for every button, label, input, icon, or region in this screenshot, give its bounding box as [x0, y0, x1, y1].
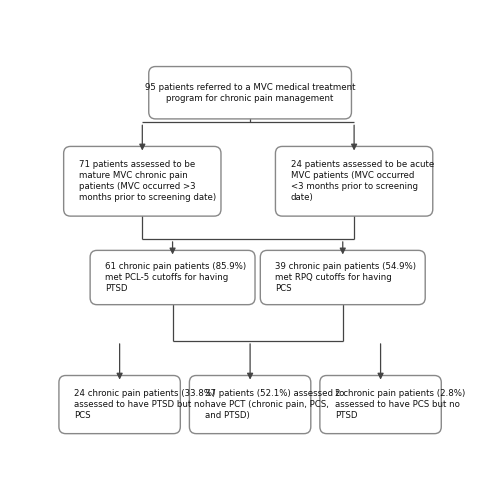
- FancyBboxPatch shape: [149, 66, 351, 119]
- FancyBboxPatch shape: [320, 376, 441, 434]
- Text: 61 chronic pain patients (85.9%)
met PCL-5 cutoffs for having
PTSD: 61 chronic pain patients (85.9%) met PCL…: [105, 262, 246, 293]
- FancyBboxPatch shape: [63, 146, 221, 216]
- FancyBboxPatch shape: [59, 376, 181, 434]
- Text: 37 patients (52.1%) assessed to
have PCT (chronic pain, PCS,
and PTSD): 37 patients (52.1%) assessed to have PCT…: [204, 389, 344, 420]
- FancyBboxPatch shape: [260, 250, 425, 304]
- FancyBboxPatch shape: [90, 250, 255, 304]
- Text: 71 patients assessed to be
mature MVC chronic pain
patients (MVC occurred >3
mon: 71 patients assessed to be mature MVC ch…: [79, 160, 216, 202]
- FancyBboxPatch shape: [275, 146, 433, 216]
- Text: 39 chronic pain patients (54.9%)
met RPQ cutoffs for having
PCS: 39 chronic pain patients (54.9%) met RPQ…: [275, 262, 416, 293]
- Text: 2 chronic pain patients (2.8%)
assessed to have PCS but no
PTSD: 2 chronic pain patients (2.8%) assessed …: [335, 389, 465, 420]
- Text: 24 chronic pain patients (33.8%)
assessed to have PTSD but no
PCS: 24 chronic pain patients (33.8%) assesse…: [74, 389, 215, 420]
- FancyBboxPatch shape: [189, 376, 311, 434]
- Text: 24 patients assessed to be acute
MVC patients (MVC occurred
<3 months prior to s: 24 patients assessed to be acute MVC pat…: [290, 160, 434, 202]
- Text: 95 patients referred to a MVC medical treatment
program for chronic pain managem: 95 patients referred to a MVC medical tr…: [145, 82, 355, 103]
